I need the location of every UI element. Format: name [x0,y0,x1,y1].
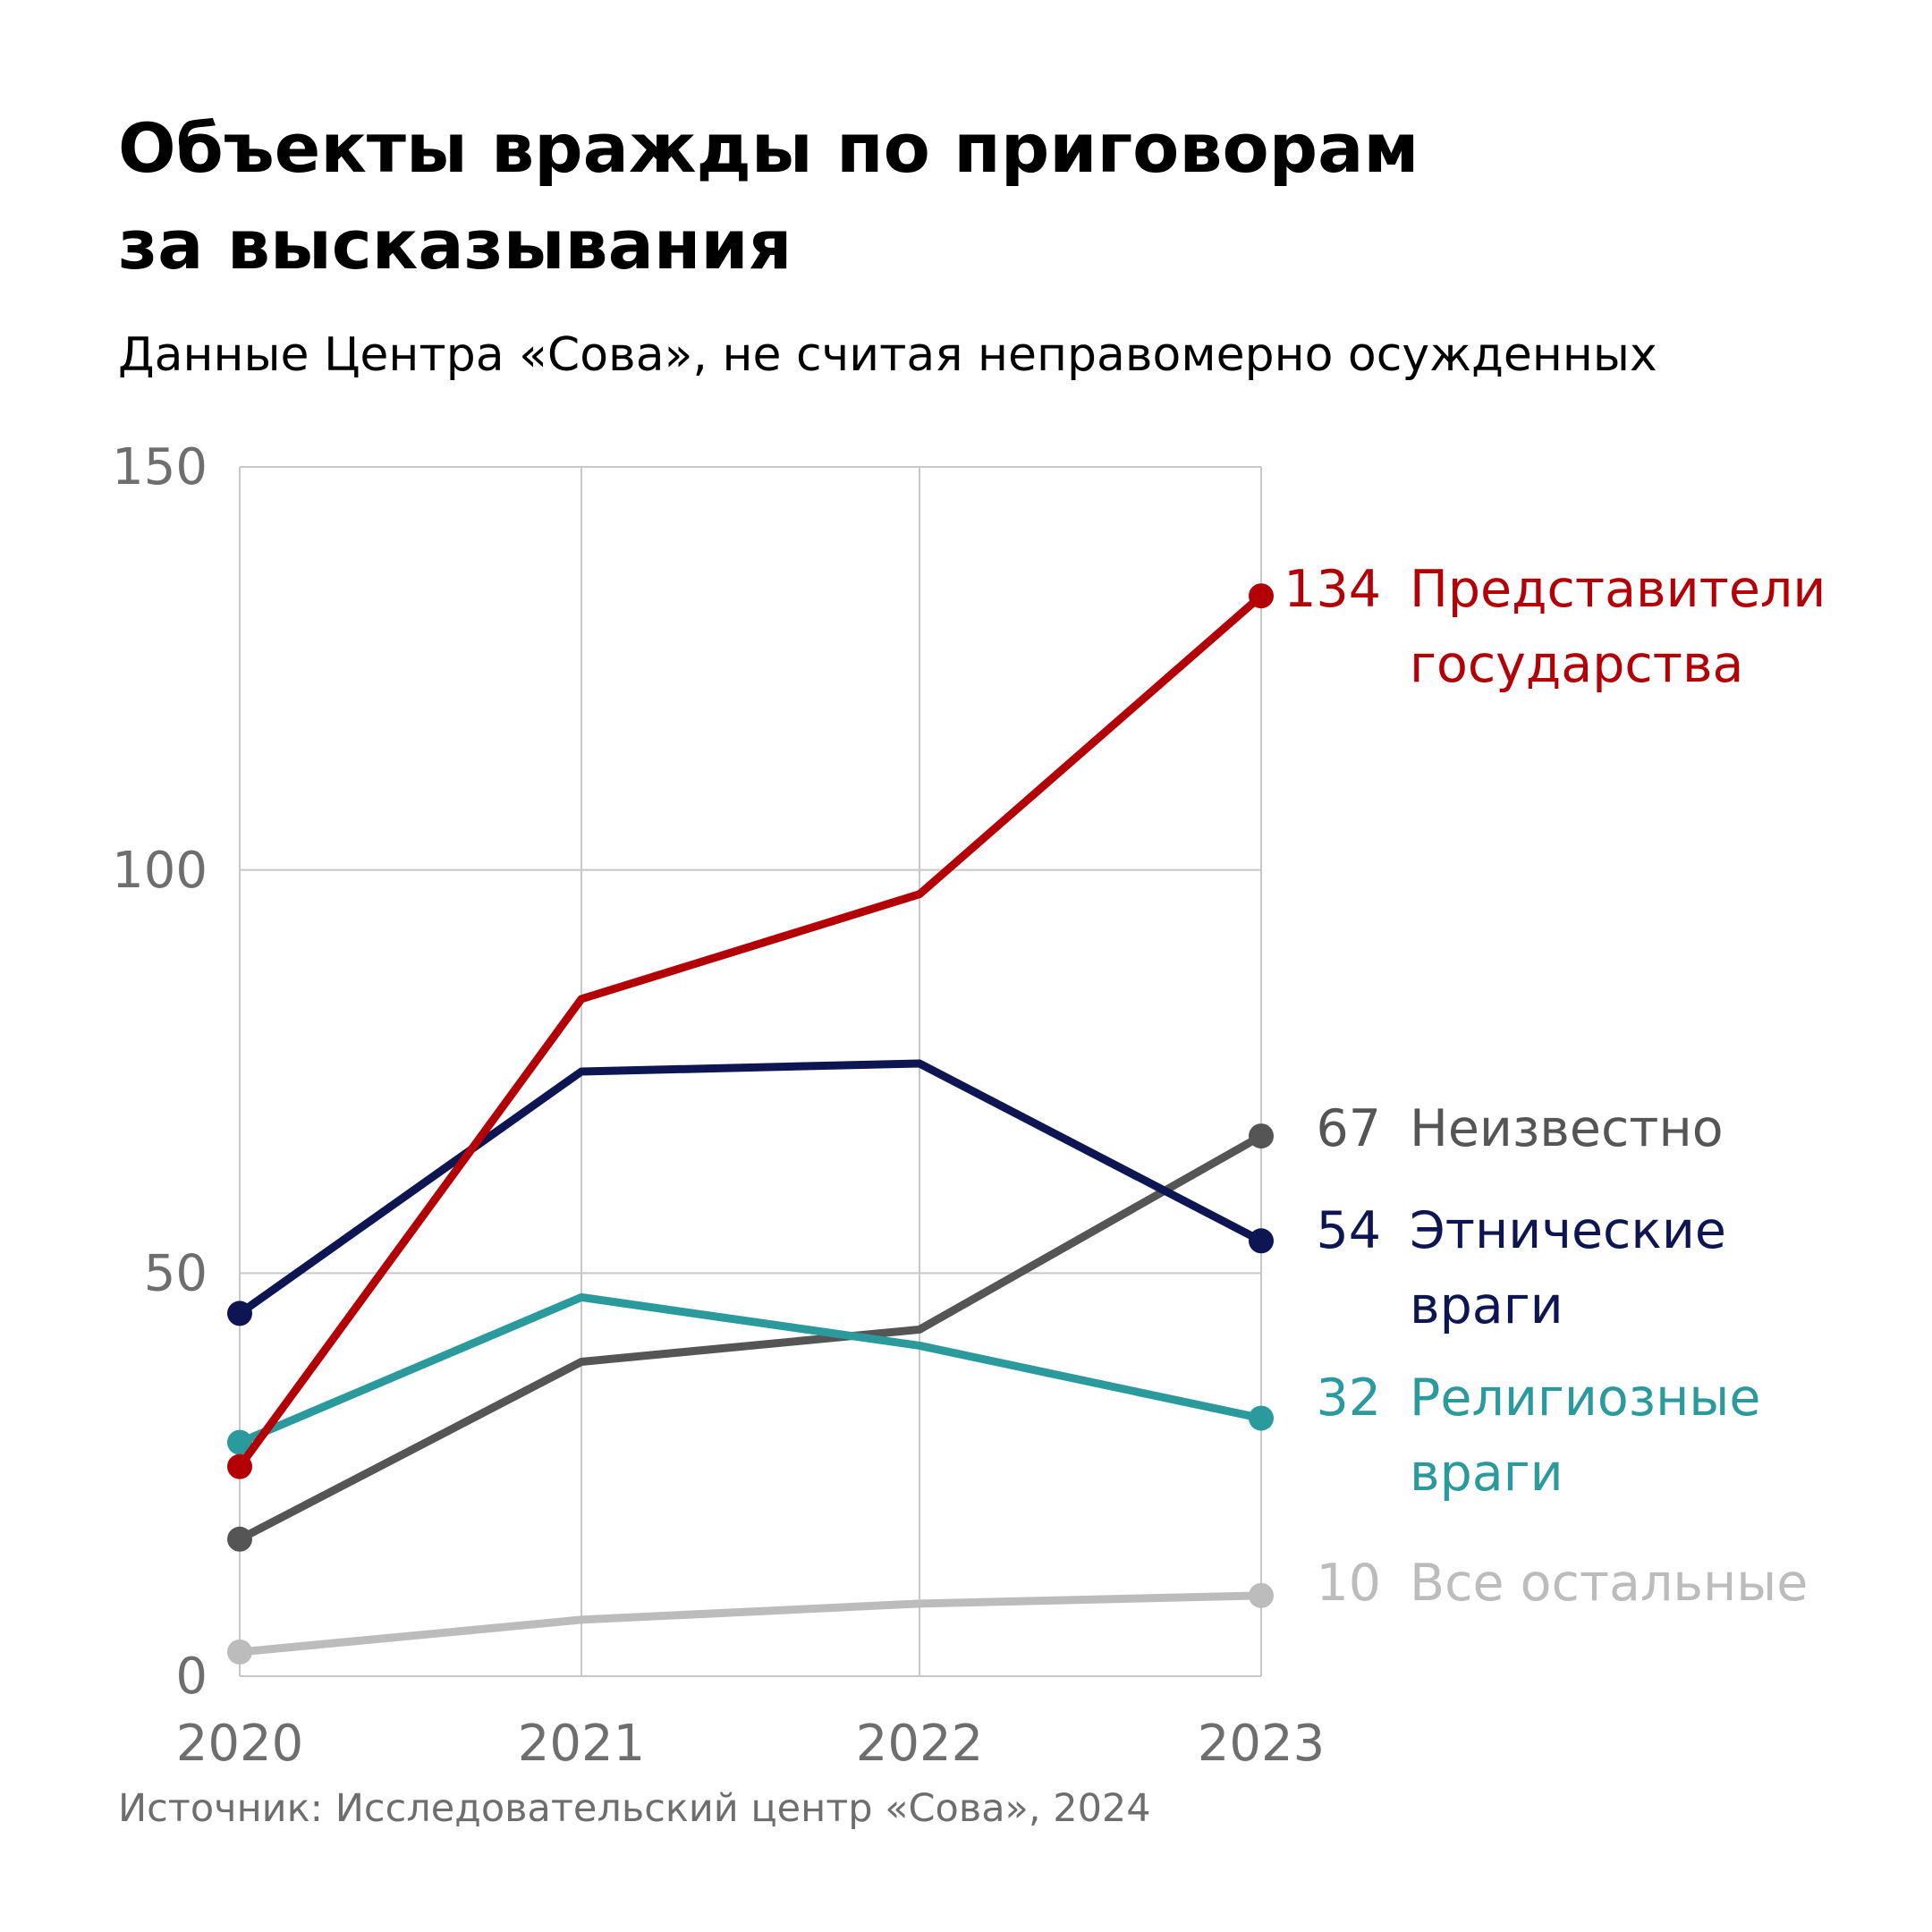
chart-title-line-1: Объекты вражды по приговорам [118,108,1419,188]
y-tick-label-0: 0 [175,1648,208,1706]
series [227,583,1274,1665]
series-2-point-2023 [1249,1405,1274,1431]
series-0-point-2023 [1249,1582,1274,1608]
y-tick-label-50: 50 [144,1244,208,1302]
series-4-point-2023 [1249,583,1274,609]
series-4-point-2020 [227,1453,252,1479]
series-0-value-label: 10 [1316,1554,1381,1613]
y-tick-label-100: 100 [112,842,208,900]
series-1-point-2020 [227,1526,252,1552]
series-3-line [235,1059,1266,1318]
x-tick-label-2020: 2020 [176,1715,304,1773]
series-3-name-label-2: враги [1410,1276,1563,1335]
series-4-value-label: 134 [1284,560,1381,619]
series-2-point-2020 [227,1429,252,1455]
end-labels: 10 Все остальные 67 Неизвестно 32 Религиозные… [1284,560,1826,1613]
chart-subtitle: Данные Центра «Сова», не считая неправом… [118,328,1657,382]
chart-title-line-2: за высказывания [118,205,792,284]
series-3-value-label: 54 [1316,1201,1381,1260]
series-2-name-label-2: враги [1410,1444,1563,1503]
x-tick-label-2023: 2023 [1198,1715,1326,1773]
series-1-line [235,1131,1266,1544]
series-4-name-label-2: государства [1410,635,1743,694]
series-0-line [235,1591,1266,1657]
x-tick-label-2021: 2021 [518,1715,646,1773]
series-1-name-label-1: Неизвестно [1410,1099,1724,1158]
series-1-value-label: 67 [1316,1099,1381,1158]
grid [239,466,1262,1677]
series-2-name-label-1: Религиозные [1410,1368,1760,1428]
source-note: Источник: Исследовательский центр «Сова»… [118,1786,1151,1831]
series-3-point-2023 [1249,1228,1274,1254]
y-tick-label-150: 150 [112,438,208,496]
series-0-name-label-1: Все остальные [1410,1554,1808,1613]
chart-title: Объекты вражды по приговорам за высказыв… [118,100,1818,293]
series-2-line [235,1292,1266,1447]
series-4-line [235,591,1266,1471]
axes: 0 50 100 150 2020 2021 2022 2023 [112,438,1325,1773]
series-1-point-2023 [1249,1123,1274,1149]
series-2-value-label: 32 [1316,1368,1381,1428]
series-4-name-label-1: Представители [1410,560,1826,619]
series-3-point-2020 [227,1301,252,1326]
series-3-name-label-1: Этнические [1410,1201,1726,1260]
series-0-point-2020 [227,1639,252,1665]
x-tick-label-2022: 2022 [856,1715,984,1773]
